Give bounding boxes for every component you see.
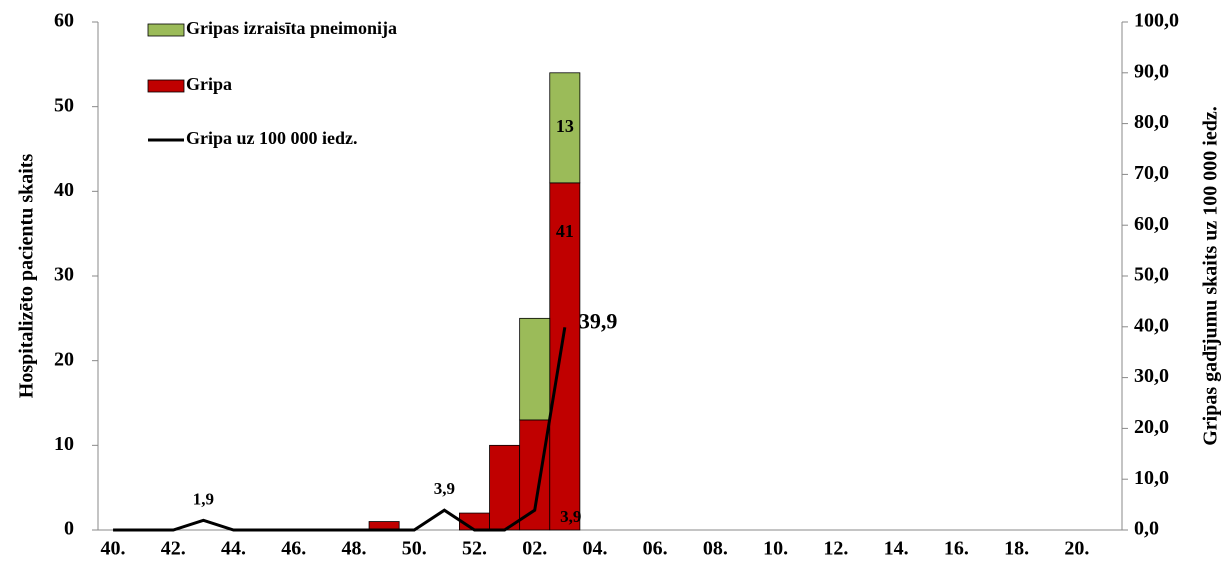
bar: [519, 419, 551, 531]
x-tick-label: 16.: [944, 538, 969, 560]
y2-tick-label: 10,0: [1134, 467, 1169, 489]
x-tick-label: 02.: [522, 538, 547, 560]
x-tick-label: 42.: [161, 538, 186, 560]
line-value-label: 39,9: [579, 308, 618, 333]
bar-value-label: 13: [556, 116, 574, 136]
y2-tick-label: 40,0: [1134, 314, 1169, 336]
x-tick-label: 48.: [342, 538, 367, 560]
line-value-label: 1,9: [193, 489, 214, 508]
bar: [549, 72, 581, 184]
x-tick-label: 04.: [582, 538, 607, 560]
y2-tick-label: 70,0: [1134, 162, 1169, 184]
y2-tick-label: 30,0: [1134, 365, 1169, 387]
x-tick-label: 40.: [101, 538, 126, 560]
legend-label: Gripa uz 100 000 iedz.: [186, 128, 358, 148]
legend-swatch: [147, 23, 185, 37]
legend-label: Gripa: [186, 74, 232, 94]
x-tick-label: 44.: [221, 538, 246, 560]
x-tick-label: 52.: [462, 538, 487, 560]
x-tick-label: 14.: [884, 538, 909, 560]
legend-label: Gripas izraisīta pneimonija: [186, 18, 397, 38]
y-axis-title: Hospitalizēto pacientu skaits: [16, 154, 38, 399]
y-tick-label: 40: [54, 179, 74, 201]
x-tick-label: 20.: [1064, 538, 1089, 560]
y-tick-label: 60: [54, 10, 74, 32]
legend-swatch: [147, 79, 185, 93]
x-tick-label: 06.: [643, 538, 668, 560]
x-tick-label: 18.: [1004, 538, 1029, 560]
y2-tick-label: 60,0: [1134, 213, 1169, 235]
y2-tick-label: 20,0: [1134, 416, 1169, 438]
x-tick-label: 46.: [281, 538, 306, 560]
y2-tick-label: 50,0: [1134, 264, 1169, 286]
line: [113, 327, 567, 532]
y2-tick-label: 80,0: [1134, 111, 1169, 133]
y-tick-label: 30: [54, 264, 74, 286]
x-tick-label: 10.: [763, 538, 788, 560]
x-tick-label: 12.: [823, 538, 848, 560]
y-tick-label: 20: [54, 348, 74, 370]
y2-tick-label: 0,0: [1134, 518, 1159, 540]
x-tick-label: 08.: [703, 538, 728, 560]
line-value-label: 3,9: [560, 507, 581, 526]
bar: [489, 444, 521, 531]
y2-tick-label: 100,0: [1134, 10, 1179, 32]
x-tick-label: 50.: [402, 538, 427, 560]
bar: [519, 317, 551, 421]
line-value-label: 3,9: [434, 479, 455, 498]
y-tick-label: 0: [64, 518, 74, 540]
bar-value-label: 41: [556, 221, 574, 241]
y-tick-label: 10: [54, 433, 74, 455]
y2-tick-label: 90,0: [1134, 60, 1169, 82]
y2-axis-title: Gripas gadījumu skaits uz 100 000 iedz.: [1200, 106, 1222, 445]
y-tick-label: 50: [54, 94, 74, 116]
